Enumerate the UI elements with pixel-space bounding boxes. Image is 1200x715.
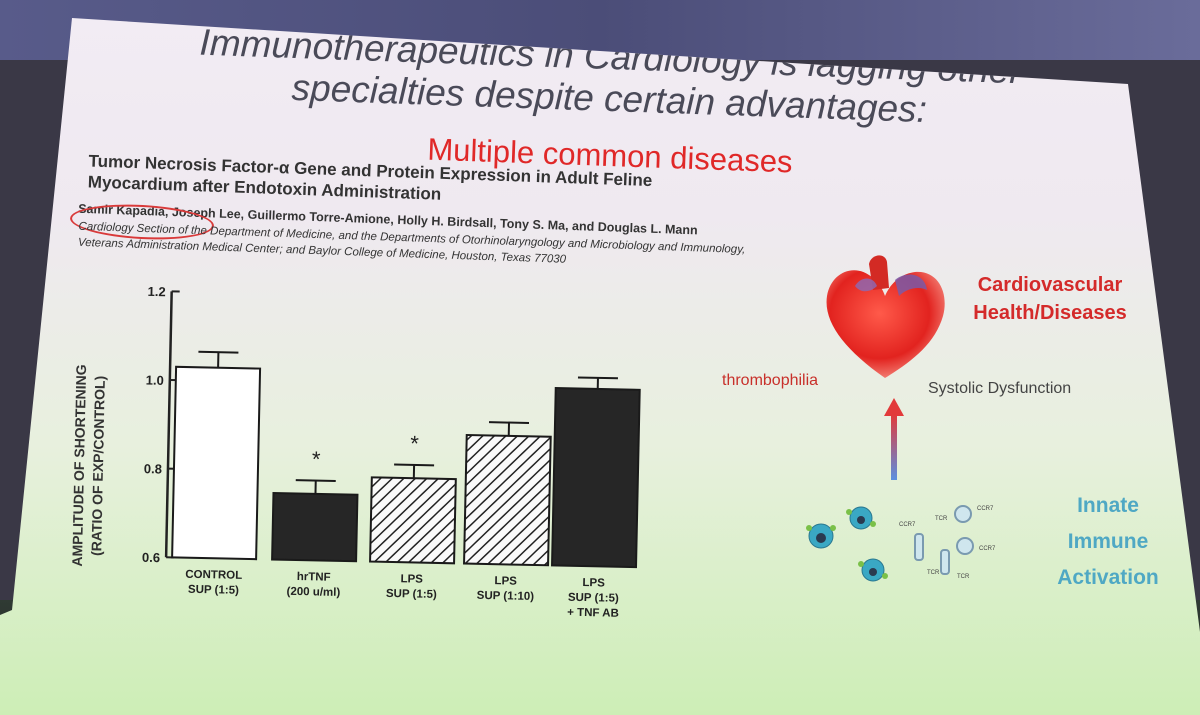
y-tick-label-3: 1.2 [147,284,165,299]
x-tick-label-1-1: hrTNF [297,571,331,584]
bar-3 [463,433,552,567]
svg-text:CCR7: CCR7 [977,506,994,512]
bar-0 [171,365,262,561]
x-tick-label-3-1: LPS [494,575,517,587]
x-tick-label-4-1: LPS [582,577,605,589]
x-tick-label-2-1: LPS [400,573,423,585]
svg-text:CCR7: CCR7 [899,522,916,528]
diagram-heading-line1: Cardiovascular [977,274,1123,296]
x-tick-label-4-3: + TNF AB [567,607,619,620]
innate-line3: Activation [1057,566,1159,589]
immune-cells-icon: CCR7 TCR CCR7 CCR7 TCR TCR [806,505,996,582]
error-cap-1 [295,479,336,483]
y-tick-label-0: 0.6 [142,550,160,565]
svg-text:TCR: TCR [957,574,970,580]
thrombophilia-label: thrombophilia [722,372,819,389]
y-axis-line [164,291,173,558]
bar-2 [369,476,457,565]
x-tick-label-1-2: (200 u/ml) [286,586,340,599]
bar-chart-svg: 0.6 0.8 1.0 1.2 CONTROL SUP (1:5) * hrTNF (200 u… [69,284,641,620]
svg-text:TCR: TCR [927,570,940,576]
diagram-heading: Cardiovascular Health/Diseases [940,271,1160,327]
heart-icon [826,255,945,378]
innate-line2: Immune [1067,530,1149,553]
svg-text:CCR7: CCR7 [979,546,996,552]
y-tick-label-2: 1.0 [146,372,164,387]
bar-chart: 0.6 0.8 1.0 1.2 CONTROL SUP (1:5) * hrTNF (200 u… [52,275,679,648]
x-tick-label-0-1: CONTROL [185,569,242,582]
significance-marker-2: * [410,431,420,456]
significance-marker-1: * [312,447,322,472]
y-tick-label-1: 0.8 [144,461,162,476]
svg-text:TCR: TCR [935,516,948,522]
y-axis-title-line1: AMPLITUDE OF SHORTENING [69,364,89,567]
arrow-up-icon [884,398,904,480]
systolic-dysfunction-label: Systolic Dysfunction [928,380,1072,397]
y-axis-title-line2: (RATIO OF EXP/CONTROL) [88,376,108,556]
innate-line1: Innate [1077,494,1139,517]
error-cap-0 [198,350,239,354]
x-tick-label-2-2: SUP (1:5) [386,588,437,601]
x-tick-label-3-2: SUP (1:10) [477,590,535,603]
bar-1 [271,491,359,563]
diagram-heading-line2: Health/Diseases [973,302,1127,324]
x-tick-label-4-2: SUP (1:5) [568,592,619,605]
bar-4 [551,387,641,569]
error-cap-4 [577,376,618,380]
error-cap-3 [488,421,530,424]
innate-immune-label: Innate Immune Activation [1028,488,1188,596]
x-tick-label-0-2: SUP (1:5) [188,584,239,597]
error-cap-2 [394,463,435,467]
